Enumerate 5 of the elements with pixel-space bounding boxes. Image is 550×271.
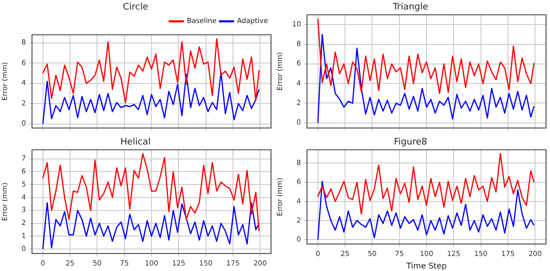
chart-title: Figure8 [394,138,428,148]
chart-title: Triangle [392,2,429,13]
x-axis-title: Time Step [405,261,447,270]
chart-title: Circle [122,2,149,13]
chart-title: Helical [120,138,151,148]
